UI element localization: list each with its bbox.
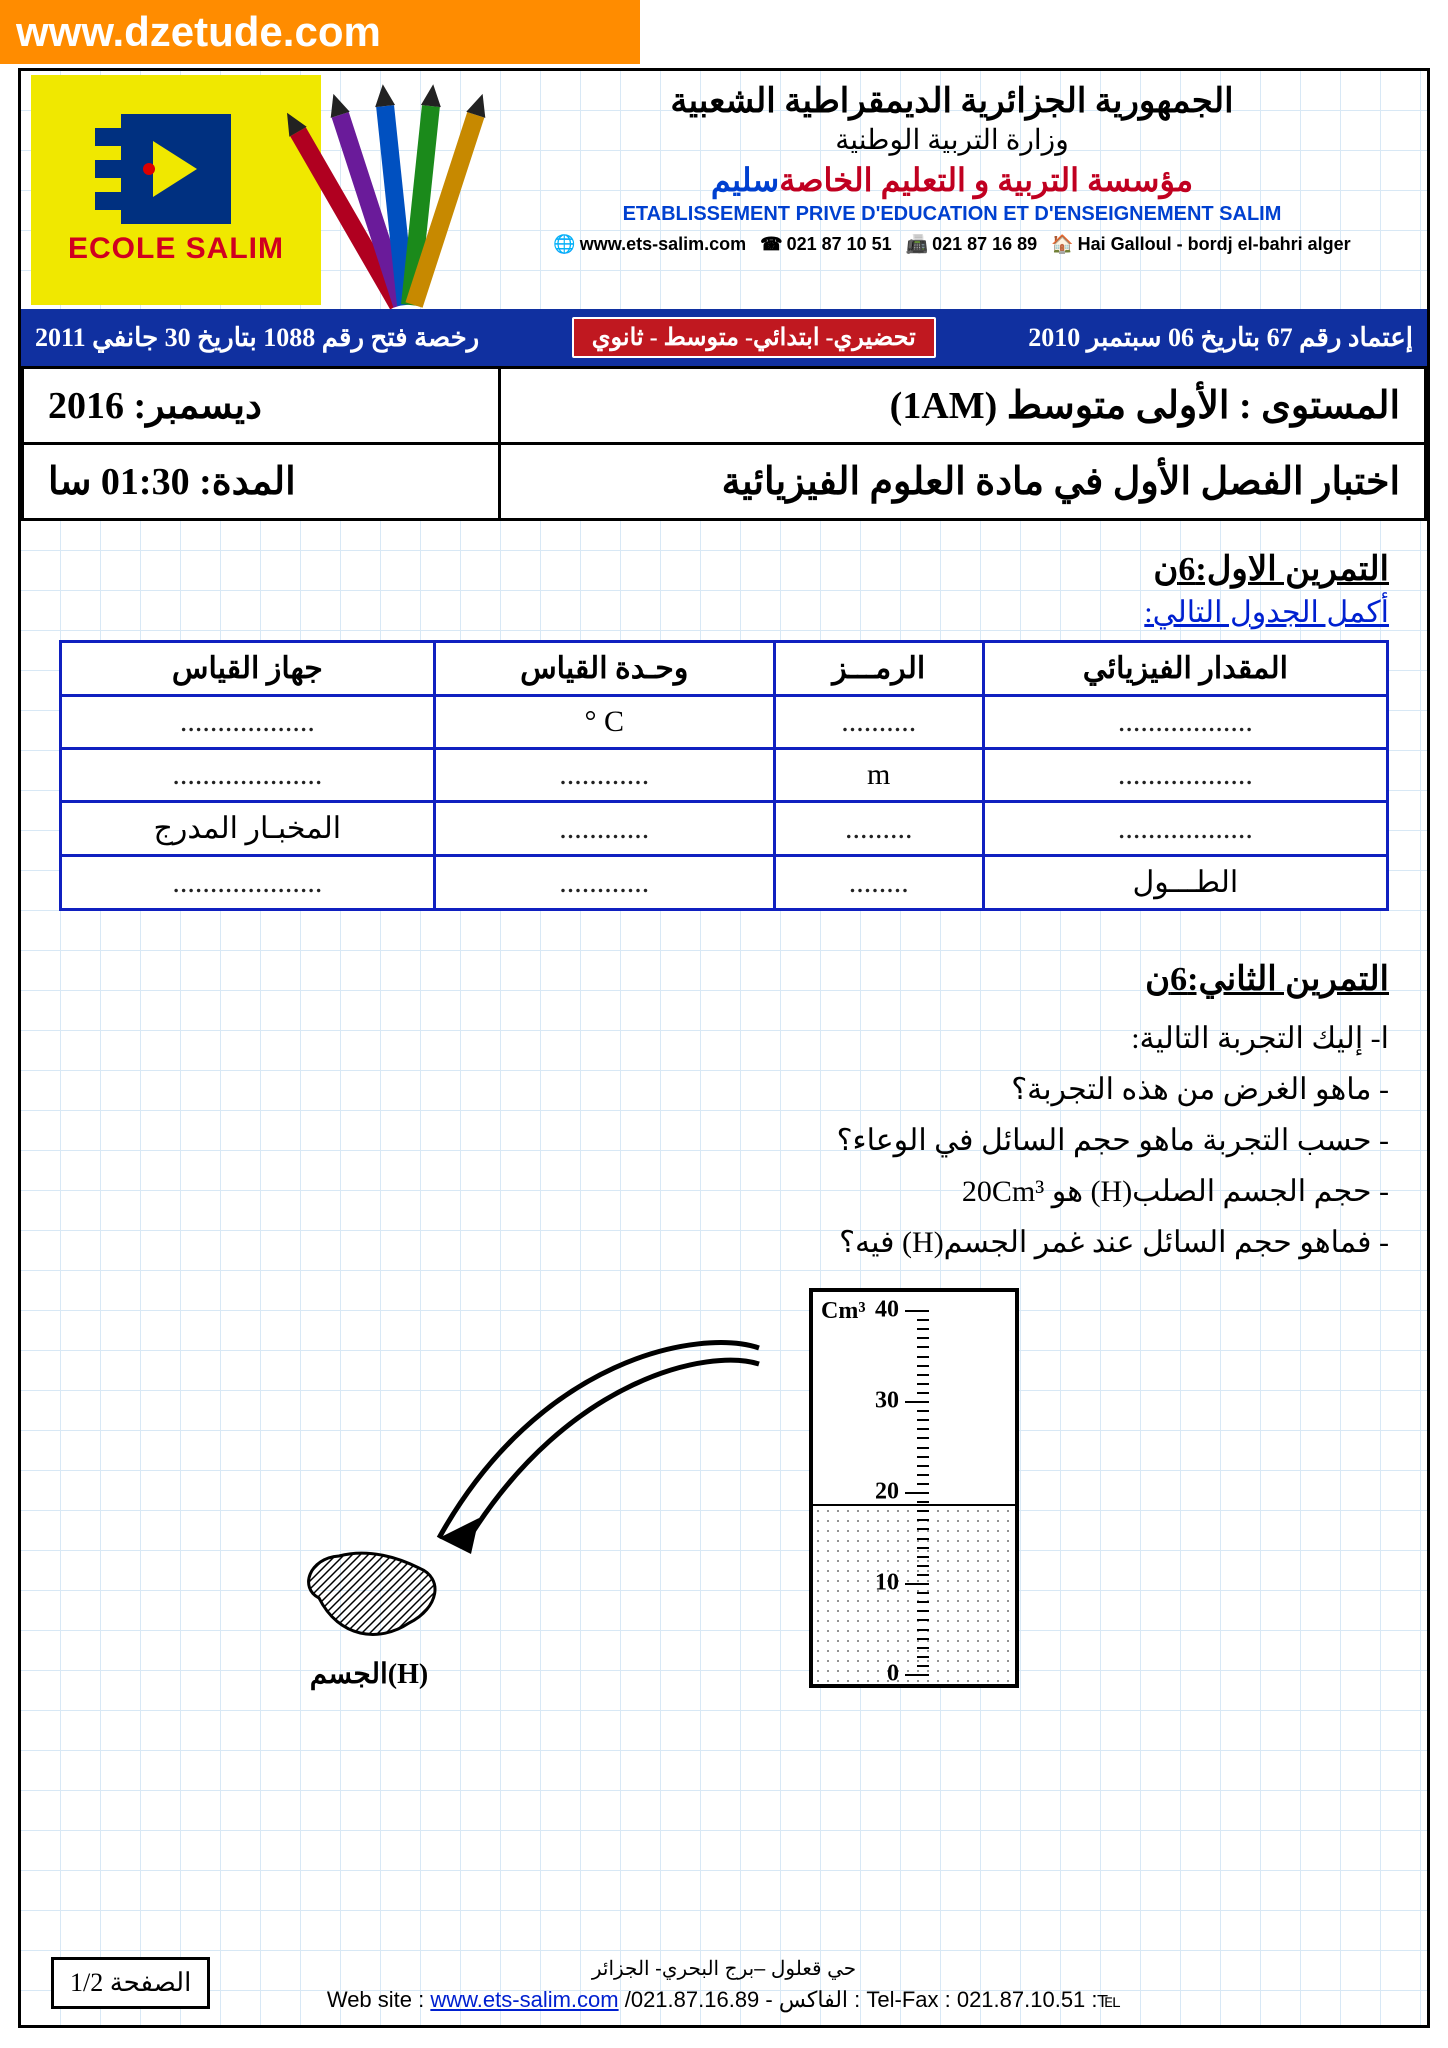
content-area: التمرين الاول:6ن أكمل الجدول التالي: الم… [21, 521, 1427, 1728]
cell: m [774, 749, 983, 802]
contact-row: 🌐 www.ets-salim.com ☎ 021 87 10 51 📠 021… [487, 234, 1417, 255]
q3: - حجم الجسم الصلب(H) هو 20Cm³ [59, 1166, 1389, 1217]
body-label: الجسم(H) [289, 1657, 449, 1691]
cell: ........ [774, 856, 983, 910]
ministry-title: وزارة التربية الوطنية [487, 123, 1417, 157]
cell: ............ [434, 749, 774, 802]
col-quantity: المقدار الفيزيائي [983, 642, 1387, 696]
liquid-level [813, 1504, 1015, 1684]
tick-label: 20 [875, 1479, 899, 1506]
q2: - حسب التجربة ماهو حجم السائل في الوعاء؟ [59, 1115, 1389, 1166]
cell: .................... [61, 856, 435, 910]
cell: .................. [983, 749, 1387, 802]
cell: ............ [434, 856, 774, 910]
cell: .................. [983, 802, 1387, 856]
col-symbol: الرمـــز [774, 642, 983, 696]
school-name-fr: ETABLISSEMENT PRIVE D'EDUCATION ET D'ENS… [487, 203, 1417, 226]
accreditation-bar: إعتماد رقم 67 بتاريخ 06 سبتمبر 2010 تحضي… [21, 309, 1427, 366]
footer: حي قعلول –برج البحري- الجزائر Web site :… [21, 1956, 1427, 2013]
tick-label: 30 [875, 1388, 899, 1415]
fax-icon: 📠 021 87 16 89 [906, 234, 1038, 255]
cell: .................. [983, 696, 1387, 749]
solid-body: الجسم(H) [289, 1538, 449, 1691]
republic-title: الجمهورية الجزائرية الديمقراطية الشعبية [487, 81, 1417, 121]
header-text-block: الجمهورية الجزائرية الديمقراطية الشعبية … [487, 75, 1417, 255]
cylinder-scale: 403020100 [919, 1310, 929, 1666]
footer-address: حي قعلول –برج البحري- الجزائر [21, 1956, 1427, 1981]
cell: ......... [774, 802, 983, 856]
tick-label: 40 [875, 1297, 899, 1324]
home-icon: 🏠 Hai Galloul - bordj el-bahri alger [1051, 234, 1350, 255]
experiment-figure: الجسم(H) Cm³ 403020100 [59, 1288, 1389, 1728]
physics-table: المقدار الفيزيائي الرمـــز وحـدة القياس … [59, 640, 1389, 911]
accred-left: رخصة فتح رقم 1088 بتاريخ 30 جانفي 2011 [35, 323, 479, 353]
subject-cell: اختبار الفصل الأول في مادة العلوم الفيزي… [500, 444, 1426, 520]
table-row: الطـــول ........ ............ .........… [61, 856, 1388, 910]
col-unit: وحـدة القياس [434, 642, 774, 696]
date-cell: ديسمبر: 2016 [23, 368, 500, 444]
level-cell: المستوى : الأولى متوسط (1AM) [500, 368, 1426, 444]
school-name-pre: مؤسسة التربية و التعليم الخاصة [779, 162, 1193, 198]
footer-link[interactable]: www.ets-salim.com [430, 1987, 618, 2012]
q-intro: ا- إليك التجربة التالية: [59, 1013, 1389, 1064]
page-container: ECOLE SALIM الجمهورية الجزائرية الديمقرا… [18, 68, 1430, 2028]
exercise2: التمرين الثاني:6ن ا- إليك التجربة التالي… [59, 959, 1389, 1728]
rock-icon [289, 1538, 449, 1648]
q4: - فماهو حجم السائل عند غمر الجسم(H) فيه؟ [59, 1217, 1389, 1268]
arrow-icon [399, 1318, 779, 1578]
levels-pill: تحضيري- ابتدائي- متوسط - ثانوي [572, 317, 936, 358]
q1: - ماهو الغرض من هذه التجربة؟ [59, 1064, 1389, 1115]
cylinder-unit: Cm³ [821, 1298, 866, 1325]
accred-right: إعتماد رقم 67 بتاريخ 06 سبتمبر 2010 [1028, 323, 1413, 353]
exercise2-title: التمرين الثاني:6ن [59, 959, 1389, 999]
cell: المخبـار المدرج [61, 802, 435, 856]
cell: .................. [61, 696, 435, 749]
table-header-row: المقدار الفيزيائي الرمـــز وحـدة القياس … [61, 642, 1388, 696]
exercise1-title: التمرين الاول:6ن [59, 549, 1389, 589]
footer-contact: Web site : www.ets-salim.com /021.87.16.… [21, 1987, 1427, 2013]
cell: .......... [774, 696, 983, 749]
cell: الطـــول [983, 856, 1387, 910]
cell: ............ [434, 802, 774, 856]
col-device: جهاز القياس [61, 642, 435, 696]
cell: .................... [61, 749, 435, 802]
school-logo: ECOLE SALIM [31, 75, 321, 305]
school-name-salim: سليم [711, 162, 779, 198]
school-name: مؤسسة التربية و التعليم الخاصةسليم [487, 161, 1417, 199]
exercise1-instruction: أكمل الجدول التالي: [59, 595, 1389, 630]
tick-label: 0 [887, 1661, 899, 1688]
page-number: الصفحة 1/2 [51, 1957, 210, 2009]
table-row: .................. .......... C ° ......… [61, 696, 1388, 749]
header: ECOLE SALIM الجمهورية الجزائرية الديمقرا… [21, 71, 1427, 309]
cell: C ° [434, 696, 774, 749]
exam-info-table: المستوى : الأولى متوسط (1AM) ديسمبر: 201… [21, 366, 1427, 521]
watermark-banner: www.dzetude.com [0, 0, 640, 64]
phone-icon: ☎ 021 87 10 51 [760, 234, 892, 255]
graduated-cylinder: Cm³ 403020100 [809, 1288, 1019, 1688]
duration-cell: المدة: 01:30 سا [23, 444, 500, 520]
logo-text: ECOLE SALIM [68, 232, 284, 266]
question-list: ا- إليك التجربة التالية: - ماهو الغرض من… [59, 1013, 1389, 1268]
tick-label: 10 [875, 1570, 899, 1597]
globe-icon: 🌐 www.ets-salim.com [553, 234, 746, 255]
table-row: .................. m ............ ......… [61, 749, 1388, 802]
table-row: .................. ......... ...........… [61, 802, 1388, 856]
pencils-graphic [329, 75, 479, 305]
